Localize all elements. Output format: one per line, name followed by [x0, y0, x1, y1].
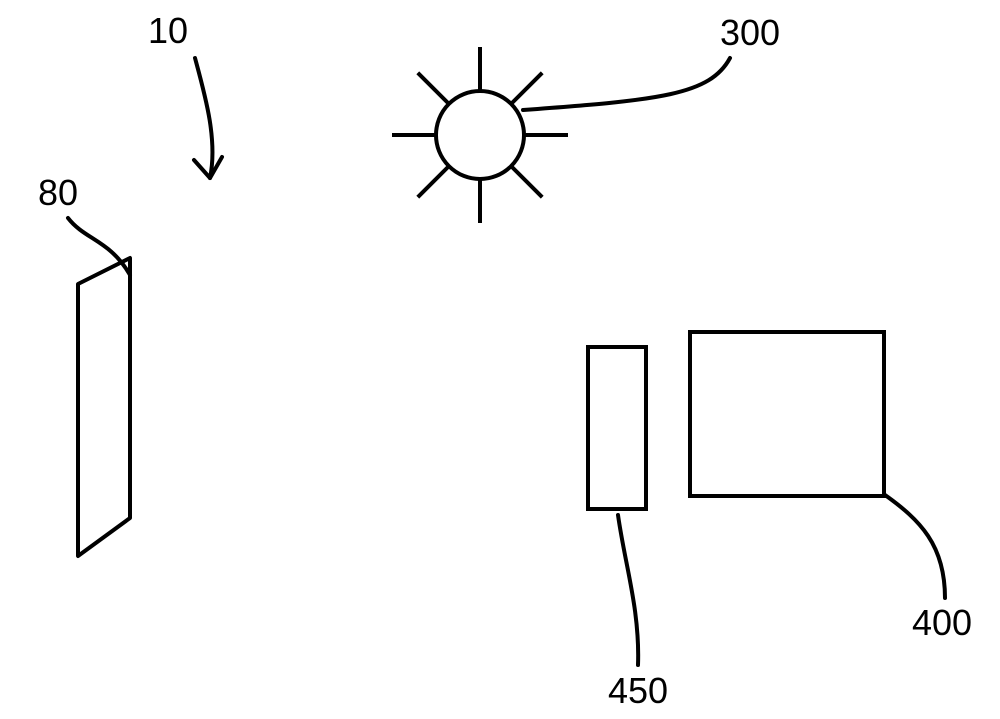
panel-shape: [78, 258, 130, 556]
sun-icon: [436, 91, 524, 179]
label-small-box: 450: [608, 670, 668, 712]
arrowhead-icon: [194, 157, 222, 178]
sun-ray-icon: [511, 73, 542, 104]
lead-line-panel: [68, 218, 130, 275]
sun-ray-icon: [418, 73, 449, 104]
label-system: 10: [148, 10, 188, 52]
lead-line-light: [523, 58, 730, 110]
label-panel: 80: [38, 172, 78, 214]
large-box-shape: [690, 332, 884, 496]
diagram-canvas: 10 80 300 450 400: [0, 0, 1000, 719]
lead-line-large-box: [885, 495, 945, 598]
lead-line-small-box: [618, 515, 638, 665]
small-box-shape: [588, 347, 646, 509]
label-large-box: 400: [912, 602, 972, 644]
sun-ray-icon: [418, 166, 449, 197]
diagram-svg: [0, 0, 1000, 719]
label-light: 300: [720, 12, 780, 54]
lead-line-system: [195, 58, 212, 178]
sun-ray-icon: [511, 166, 542, 197]
